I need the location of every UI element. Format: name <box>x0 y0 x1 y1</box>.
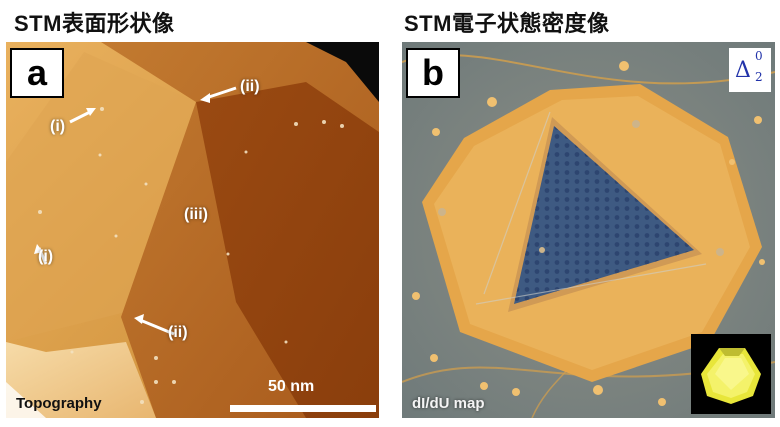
delta-symbol-label: Δ 0 2 <box>729 48 771 92</box>
label-iii: (iii) <box>184 206 208 223</box>
scale-bar <box>230 405 376 412</box>
topography-image <box>6 42 379 418</box>
dos-map-heading: STM電子状態密度像 <box>404 11 610 36</box>
label-ii-bottom: (ii) <box>168 324 188 341</box>
label-i-bottom: (i) <box>38 248 54 265</box>
topography-caption: Topography <box>16 395 102 412</box>
truncated-triangle-model <box>701 348 761 404</box>
delta-subscript: 2 <box>755 70 763 84</box>
label-i-top: (i) <box>50 118 66 135</box>
dos-map-panel: b Δ 0 2 dI/dU map <box>402 42 775 418</box>
panel-b-label: b <box>406 48 460 98</box>
dos-map-caption: dI/dU map <box>412 395 485 412</box>
delta-superscript: 0 <box>755 49 763 63</box>
scale-bar-label: 50 nm <box>268 378 315 395</box>
topography-panel: a (i) (i) (ii) (iii) (ii) Topography 50 … <box>6 42 379 418</box>
delta-symbol: Δ <box>735 58 751 83</box>
topography-heading: STM表面形状像 <box>14 11 175 36</box>
nanoparticle-model-inset <box>691 334 771 414</box>
label-ii-top: (ii) <box>240 78 260 95</box>
panel-a-label: a <box>10 48 64 98</box>
